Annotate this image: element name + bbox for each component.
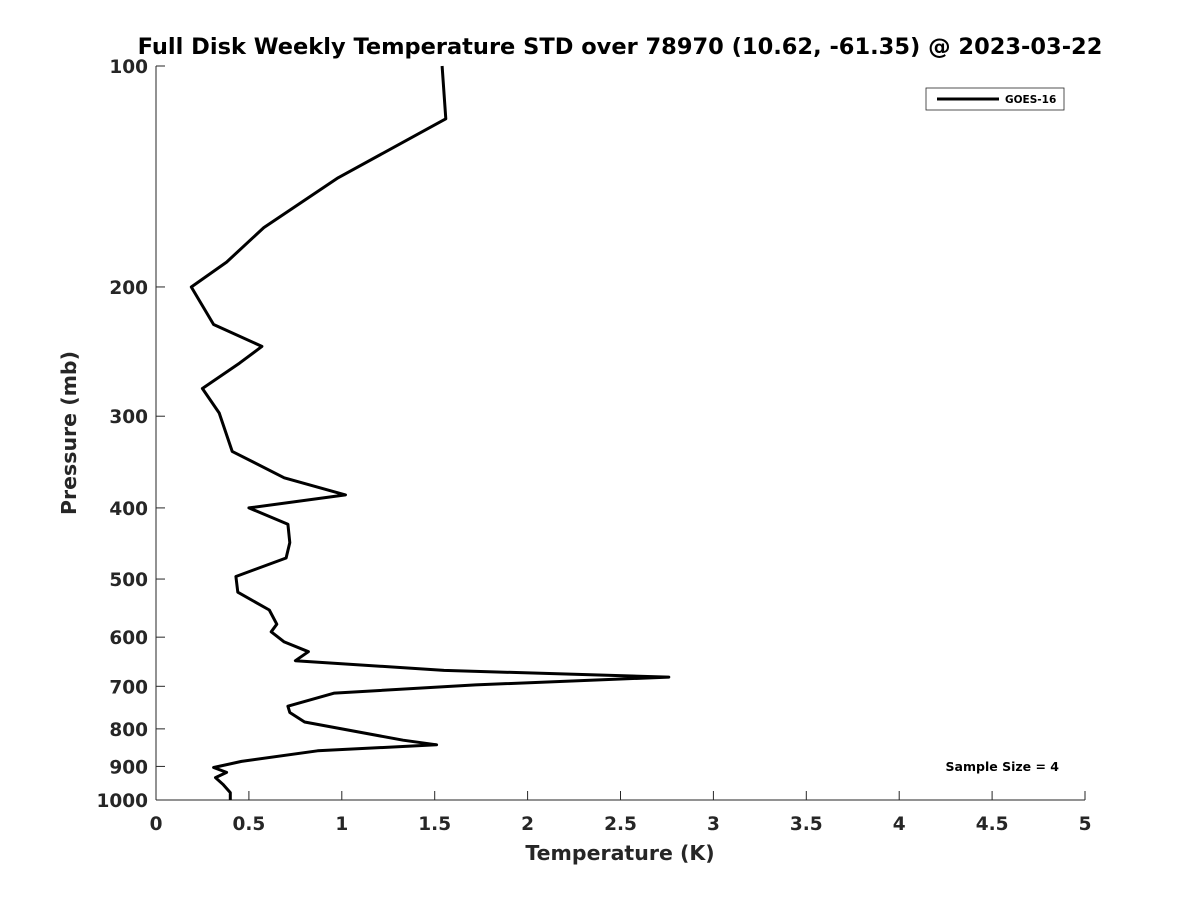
x-axis-label: Temperature (K)	[525, 841, 714, 865]
y-tick-label: 400	[109, 499, 148, 520]
y-tick-label: 700	[109, 677, 148, 698]
legend: GOES-16	[925, 87, 1065, 111]
y-tick-label: 200	[109, 278, 148, 299]
y-tick-label: 600	[109, 628, 148, 649]
x-tick-label: 4	[893, 814, 906, 835]
y-axis-label: Pressure (mb)	[57, 351, 81, 515]
y-tick-label: 800	[109, 720, 148, 741]
series-layer	[189, 65, 671, 800]
y-axis-ticks: 100 200 300 400 500 600 700 800 900 1000	[97, 57, 165, 812]
x-tick-label: 5	[1079, 814, 1092, 835]
x-tick-label: 1.5	[418, 814, 451, 835]
x-tick-label: 4.5	[976, 814, 1009, 835]
x-tick-label: 3.5	[790, 814, 823, 835]
plot-area: 0 0.5 1 1.5 2 2.5 3 3.5 4 4.5 5 100 200 300 400 500 600…	[97, 57, 1092, 835]
y-tick-label: 300	[109, 407, 148, 428]
series-line-goes-16	[189, 65, 671, 800]
chart-title: Full Disk Weekly Temperature STD over 78…	[138, 34, 1103, 60]
legend-entry-goes-16: GOES-16	[1005, 94, 1056, 106]
y-tick-label: 1000	[97, 791, 149, 812]
x-tick-label: 0	[150, 814, 163, 835]
x-tick-label: 3	[707, 814, 720, 835]
sample-size-annotation: Sample Size = 4	[946, 759, 1060, 774]
x-tick-label: 1	[335, 814, 348, 835]
x-tick-label: 0.5	[233, 814, 266, 835]
y-tick-label: 900	[109, 757, 148, 778]
x-axis-ticks: 0 0.5 1 1.5 2 2.5 3 3.5 4 4.5 5	[150, 791, 1092, 835]
x-tick-label: 2	[521, 814, 534, 835]
y-tick-label: 500	[109, 570, 148, 591]
x-tick-label: 2.5	[604, 814, 637, 835]
y-tick-label: 100	[109, 57, 148, 78]
